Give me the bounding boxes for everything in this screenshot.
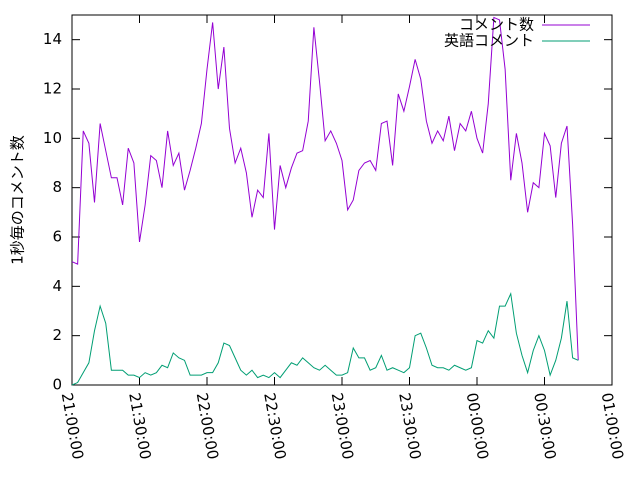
plot-border	[71, 14, 613, 386]
y-tick-label: 8	[52, 178, 62, 196]
y-tick-label: 0	[52, 376, 62, 394]
x-tick-label: 01:00:00	[598, 391, 627, 460]
series-line	[71, 16, 579, 361]
x-tick-label: 00:00:00	[463, 391, 492, 460]
series-line	[71, 291, 579, 386]
y-tick-label: 4	[52, 277, 62, 295]
legend-label: 英語コメント	[444, 32, 534, 50]
x-tick-label: 23:30:00	[395, 391, 424, 460]
y-tick-label: 12	[43, 80, 62, 98]
x-tick-label: 22:00:00	[193, 391, 222, 460]
y-tick-label: 14	[43, 30, 62, 48]
x-tick-label: 22:30:00	[260, 391, 289, 460]
y-tick-label: 2	[52, 326, 62, 344]
legend-label: コメント数	[459, 16, 534, 34]
x-tick-label: 21:30:00	[125, 391, 154, 460]
x-tick-label: 00:30:00	[530, 391, 559, 460]
y-tick-label: 6	[52, 228, 62, 246]
y-tick-label: 10	[43, 129, 62, 147]
x-tick-label: 21:00:00	[58, 391, 87, 460]
y-axis-label: 1秒毎のコメント数	[9, 135, 27, 265]
x-tick-label: 23:00:00	[328, 391, 357, 460]
